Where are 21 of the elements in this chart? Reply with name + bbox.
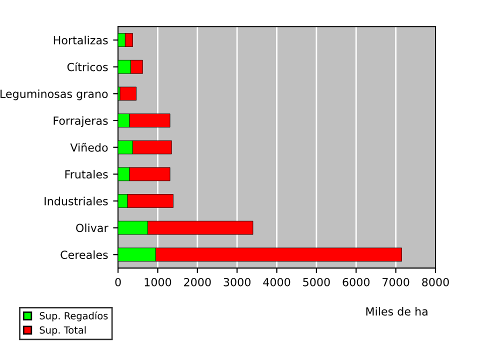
x-tick-label: 4000 <box>263 278 290 286</box>
y-tick-label: Hortalizas <box>54 36 108 44</box>
x-tick-label: 8000 <box>422 278 449 286</box>
y-tick-label: Viñedo <box>70 142 108 152</box>
x-tick-label: 7000 <box>382 278 410 286</box>
x-tick-label: 3000 <box>224 278 250 286</box>
y-tick-label: Olivar <box>76 224 108 232</box>
legend-label: Sup. Total <box>40 326 86 336</box>
y-tick-label: Forrajeras <box>54 116 108 128</box>
y-tick-label: Cereales <box>60 250 108 259</box>
x-tick-label: 6000 <box>342 278 370 286</box>
x-tick-label: 0 <box>115 278 121 286</box>
x-tick-label: 1000 <box>144 278 172 286</box>
y-tick-label: Frutales <box>65 170 108 179</box>
x-axis-title: Miles de ha <box>366 307 428 316</box>
x-tick-label: 5000 <box>303 278 330 286</box>
legend-label: Sup. Regadíos <box>40 312 108 322</box>
x-tick-label: 2000 <box>184 278 211 286</box>
y-tick-label: Leguminosas grano <box>0 89 108 100</box>
y-tick-label: Cítricos <box>67 62 108 72</box>
y-tick-label: Industriales <box>44 196 108 206</box>
